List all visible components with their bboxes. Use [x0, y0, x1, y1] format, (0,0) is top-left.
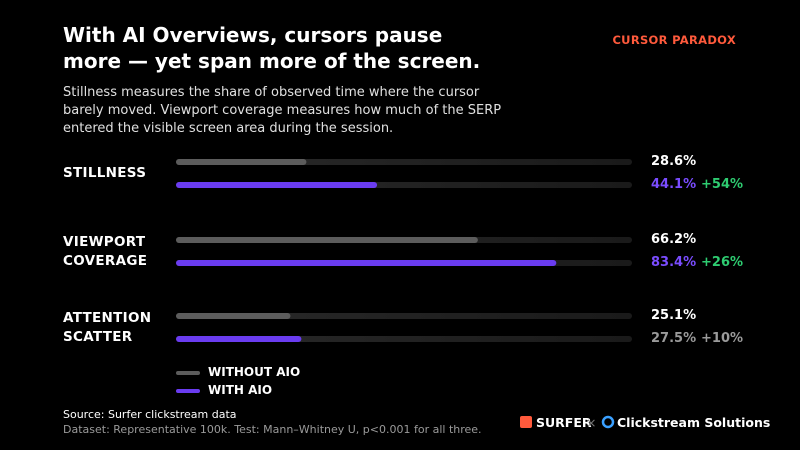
category-label: VIEWPORT COVERAGE — [63, 233, 148, 269]
value-label: 44.1% — [651, 177, 697, 192]
brand: SURFER — [536, 415, 592, 430]
separator: × — [586, 415, 597, 430]
bar — [176, 182, 378, 188]
category-label: STILLNESS — [63, 165, 147, 181]
value-label: 28.6% — [651, 154, 697, 169]
clickstream-logo — [601, 415, 615, 429]
subtitle: Stillness measures the share of observed… — [63, 85, 502, 136]
bar — [176, 313, 291, 319]
note: Dataset: Representative 100k. Test: Mann… — [63, 423, 482, 436]
change-label: +26% — [701, 255, 744, 270]
category-label: ATTENTION SCATTER — [63, 309, 152, 345]
legend-label: WITH AIO — [208, 383, 273, 397]
bar — [176, 159, 307, 165]
brand: Clickstream Solutions — [617, 415, 771, 430]
bar — [176, 237, 478, 243]
source: Source: Surfer clickstream data — [63, 408, 237, 421]
tag: CURSOR PARADOX — [612, 33, 736, 47]
change-label: +10% — [701, 331, 744, 346]
value-label: 25.1% — [651, 308, 697, 323]
value-label: 66.2% — [651, 232, 697, 247]
legend-swatch — [176, 371, 200, 375]
value-label: 83.4% — [651, 255, 697, 270]
chart-title: With AI Overviews, cursors pause more — … — [63, 23, 481, 73]
legend-swatch — [176, 389, 200, 393]
legend-label: WITHOUT AIO — [208, 365, 301, 379]
value-label: 27.5% — [651, 331, 697, 346]
bar — [176, 260, 557, 266]
surfer-logo — [520, 416, 532, 428]
change-label: +54% — [701, 177, 744, 192]
bar — [176, 336, 302, 342]
